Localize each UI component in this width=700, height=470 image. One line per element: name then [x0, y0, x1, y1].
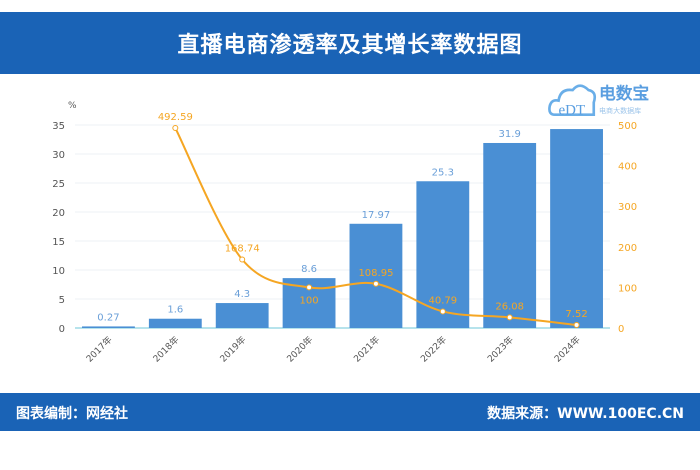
- x-tick: 2017年: [84, 334, 115, 365]
- y-left-tick: 25: [52, 179, 65, 190]
- x-tick: 2020年: [284, 334, 315, 365]
- line-point: [573, 321, 580, 328]
- bar: [82, 326, 135, 328]
- logo: eDT 电数宝 电商大数据库: [548, 83, 649, 119]
- footer-credit: 图表编制：网经社: [16, 406, 128, 422]
- y-left-tick: 35: [52, 121, 65, 132]
- bar: [483, 142, 537, 328]
- logo-text: 电数宝: [599, 83, 649, 103]
- y-left-tick: 10: [52, 266, 65, 277]
- line-label: 492.59: [158, 112, 193, 123]
- y-left-tick: 0: [59, 324, 65, 335]
- line-point: [372, 280, 379, 287]
- bar: [550, 129, 603, 328]
- bar-label: 17.97: [362, 210, 391, 221]
- line-label: 26.08: [495, 301, 524, 312]
- y-right-tick: 0: [618, 324, 624, 335]
- x-tick: 2022年: [418, 334, 449, 365]
- y-left-tick: 20: [52, 208, 65, 219]
- bar-label: 8.6: [301, 264, 317, 275]
- x-tick: 2021年: [351, 334, 382, 365]
- bar-label: 0.27: [97, 312, 119, 323]
- line-point: [506, 314, 513, 321]
- line-point: [439, 308, 446, 315]
- y-right-tick: 500: [618, 121, 637, 132]
- bar-label: 25.3: [432, 167, 454, 178]
- y-left-tick: 5: [59, 295, 65, 306]
- line-point: [172, 125, 179, 132]
- y-right-tick: 300: [618, 202, 637, 213]
- bar-label: 4.3: [234, 289, 250, 300]
- line-label: 40.79: [428, 295, 457, 306]
- bar: [148, 318, 202, 328]
- header-bar: 直播电商渗透率及其增长率数据图: [0, 12, 700, 74]
- y-right-tick: 400: [618, 162, 637, 173]
- x-tick: 2024年: [552, 334, 583, 365]
- bar-label: 31.9: [499, 129, 521, 140]
- chart-title: 直播电商渗透率及其增长率数据图: [177, 33, 523, 58]
- line-label: 168.74: [225, 243, 260, 254]
- line-label: 108.95: [358, 268, 393, 279]
- footer-bar: 图表编制：网经社 数据来源：WWW.100EC.CN: [0, 393, 700, 431]
- y-left-tick: 15: [52, 237, 65, 248]
- x-tick: 2023年: [485, 334, 516, 365]
- y-left-unit: %: [68, 101, 77, 111]
- x-tick: 2018年: [150, 334, 181, 365]
- cloud-icon: [548, 84, 597, 117]
- logo-sub: 电商大数据库: [599, 106, 641, 115]
- bar-label: 1.6: [167, 305, 183, 316]
- bar: [349, 223, 403, 328]
- line-point: [239, 256, 246, 263]
- bar: [416, 181, 470, 328]
- line-label: 100: [300, 295, 319, 306]
- logo-letters: eDT: [559, 103, 586, 119]
- x-tick: 2019年: [217, 334, 248, 365]
- y-right-tick: 200: [618, 243, 637, 254]
- line-point: [306, 284, 313, 291]
- y-left-tick: 30: [52, 150, 65, 161]
- line-label: 7.52: [565, 309, 587, 320]
- y-right-tick: 100: [618, 283, 637, 294]
- bar: [215, 303, 269, 328]
- footer-source: 数据来源：WWW.100EC.CN: [487, 406, 684, 422]
